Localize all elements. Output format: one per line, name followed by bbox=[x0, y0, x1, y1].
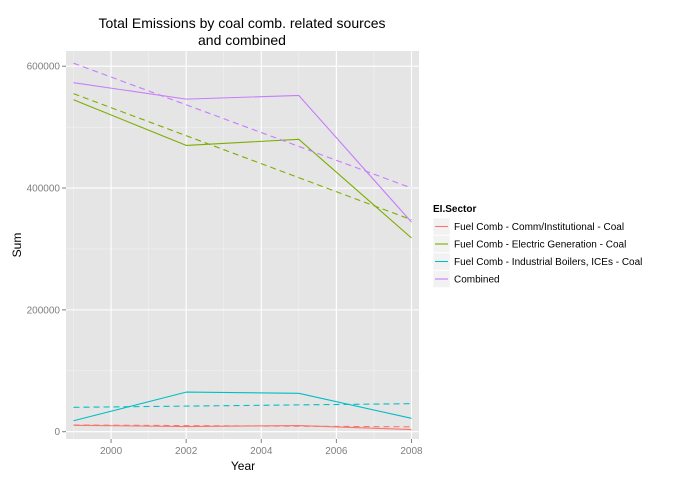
y-tick-label: 400000 bbox=[27, 184, 61, 195]
grid-minor bbox=[66, 51, 419, 439]
legend-items: Fuel Comb - Comm/Institutional - Coal Fue… bbox=[432, 217, 642, 288]
legend-label-2: Fuel Comb - Electric Generation - Coal bbox=[454, 240, 626, 251]
series-trend-line-2 bbox=[73, 93, 412, 221]
legend-label-1: Fuel Comb - Comm/Institutional - Coal bbox=[454, 222, 624, 233]
legend-title: EI.Sector bbox=[433, 204, 476, 215]
series-trend-line-3 bbox=[73, 403, 412, 408]
x-tick-label: 2004 bbox=[250, 446, 273, 457]
series-line-1 bbox=[73, 424, 412, 431]
x-axis-title: Year bbox=[231, 459, 255, 473]
series-line-2 bbox=[73, 99, 412, 239]
x-tick-label: 2006 bbox=[325, 446, 348, 457]
series-trend-line-4 bbox=[73, 62, 412, 189]
series-line-3 bbox=[73, 391, 412, 422]
legend-label-4: Combined bbox=[454, 275, 500, 286]
series-trend-line-1 bbox=[73, 424, 412, 428]
grid-major bbox=[66, 51, 419, 439]
plot-panel bbox=[66, 51, 419, 439]
x-axis-ticks: 2000 2002 2004 2006 2008 bbox=[100, 439, 423, 457]
legend-label-3: Fuel Comb - Industrial Boilers, ICEs - C… bbox=[454, 257, 642, 268]
x-tick-label: 2000 bbox=[100, 446, 123, 457]
y-tick-label: 0 bbox=[54, 427, 60, 438]
legend: EI.Sector Fuel Comb - Comm/Institutional… bbox=[432, 204, 642, 288]
x-tick-label: 2002 bbox=[175, 446, 198, 457]
series-line-4 bbox=[73, 82, 412, 223]
chart-title-line-1: Total Emissions by coal comb. related so… bbox=[98, 15, 385, 31]
y-tick-label: 200000 bbox=[27, 305, 61, 316]
chart-title-line-2: and combined bbox=[198, 32, 286, 48]
x-tick-label: 2008 bbox=[400, 446, 423, 457]
y-tick-label: 600000 bbox=[27, 62, 61, 73]
y-axis-ticks: 0 200000 400000 600000 bbox=[27, 62, 66, 438]
y-axis-title: Sum bbox=[10, 233, 24, 258]
series-lines bbox=[73, 62, 412, 431]
